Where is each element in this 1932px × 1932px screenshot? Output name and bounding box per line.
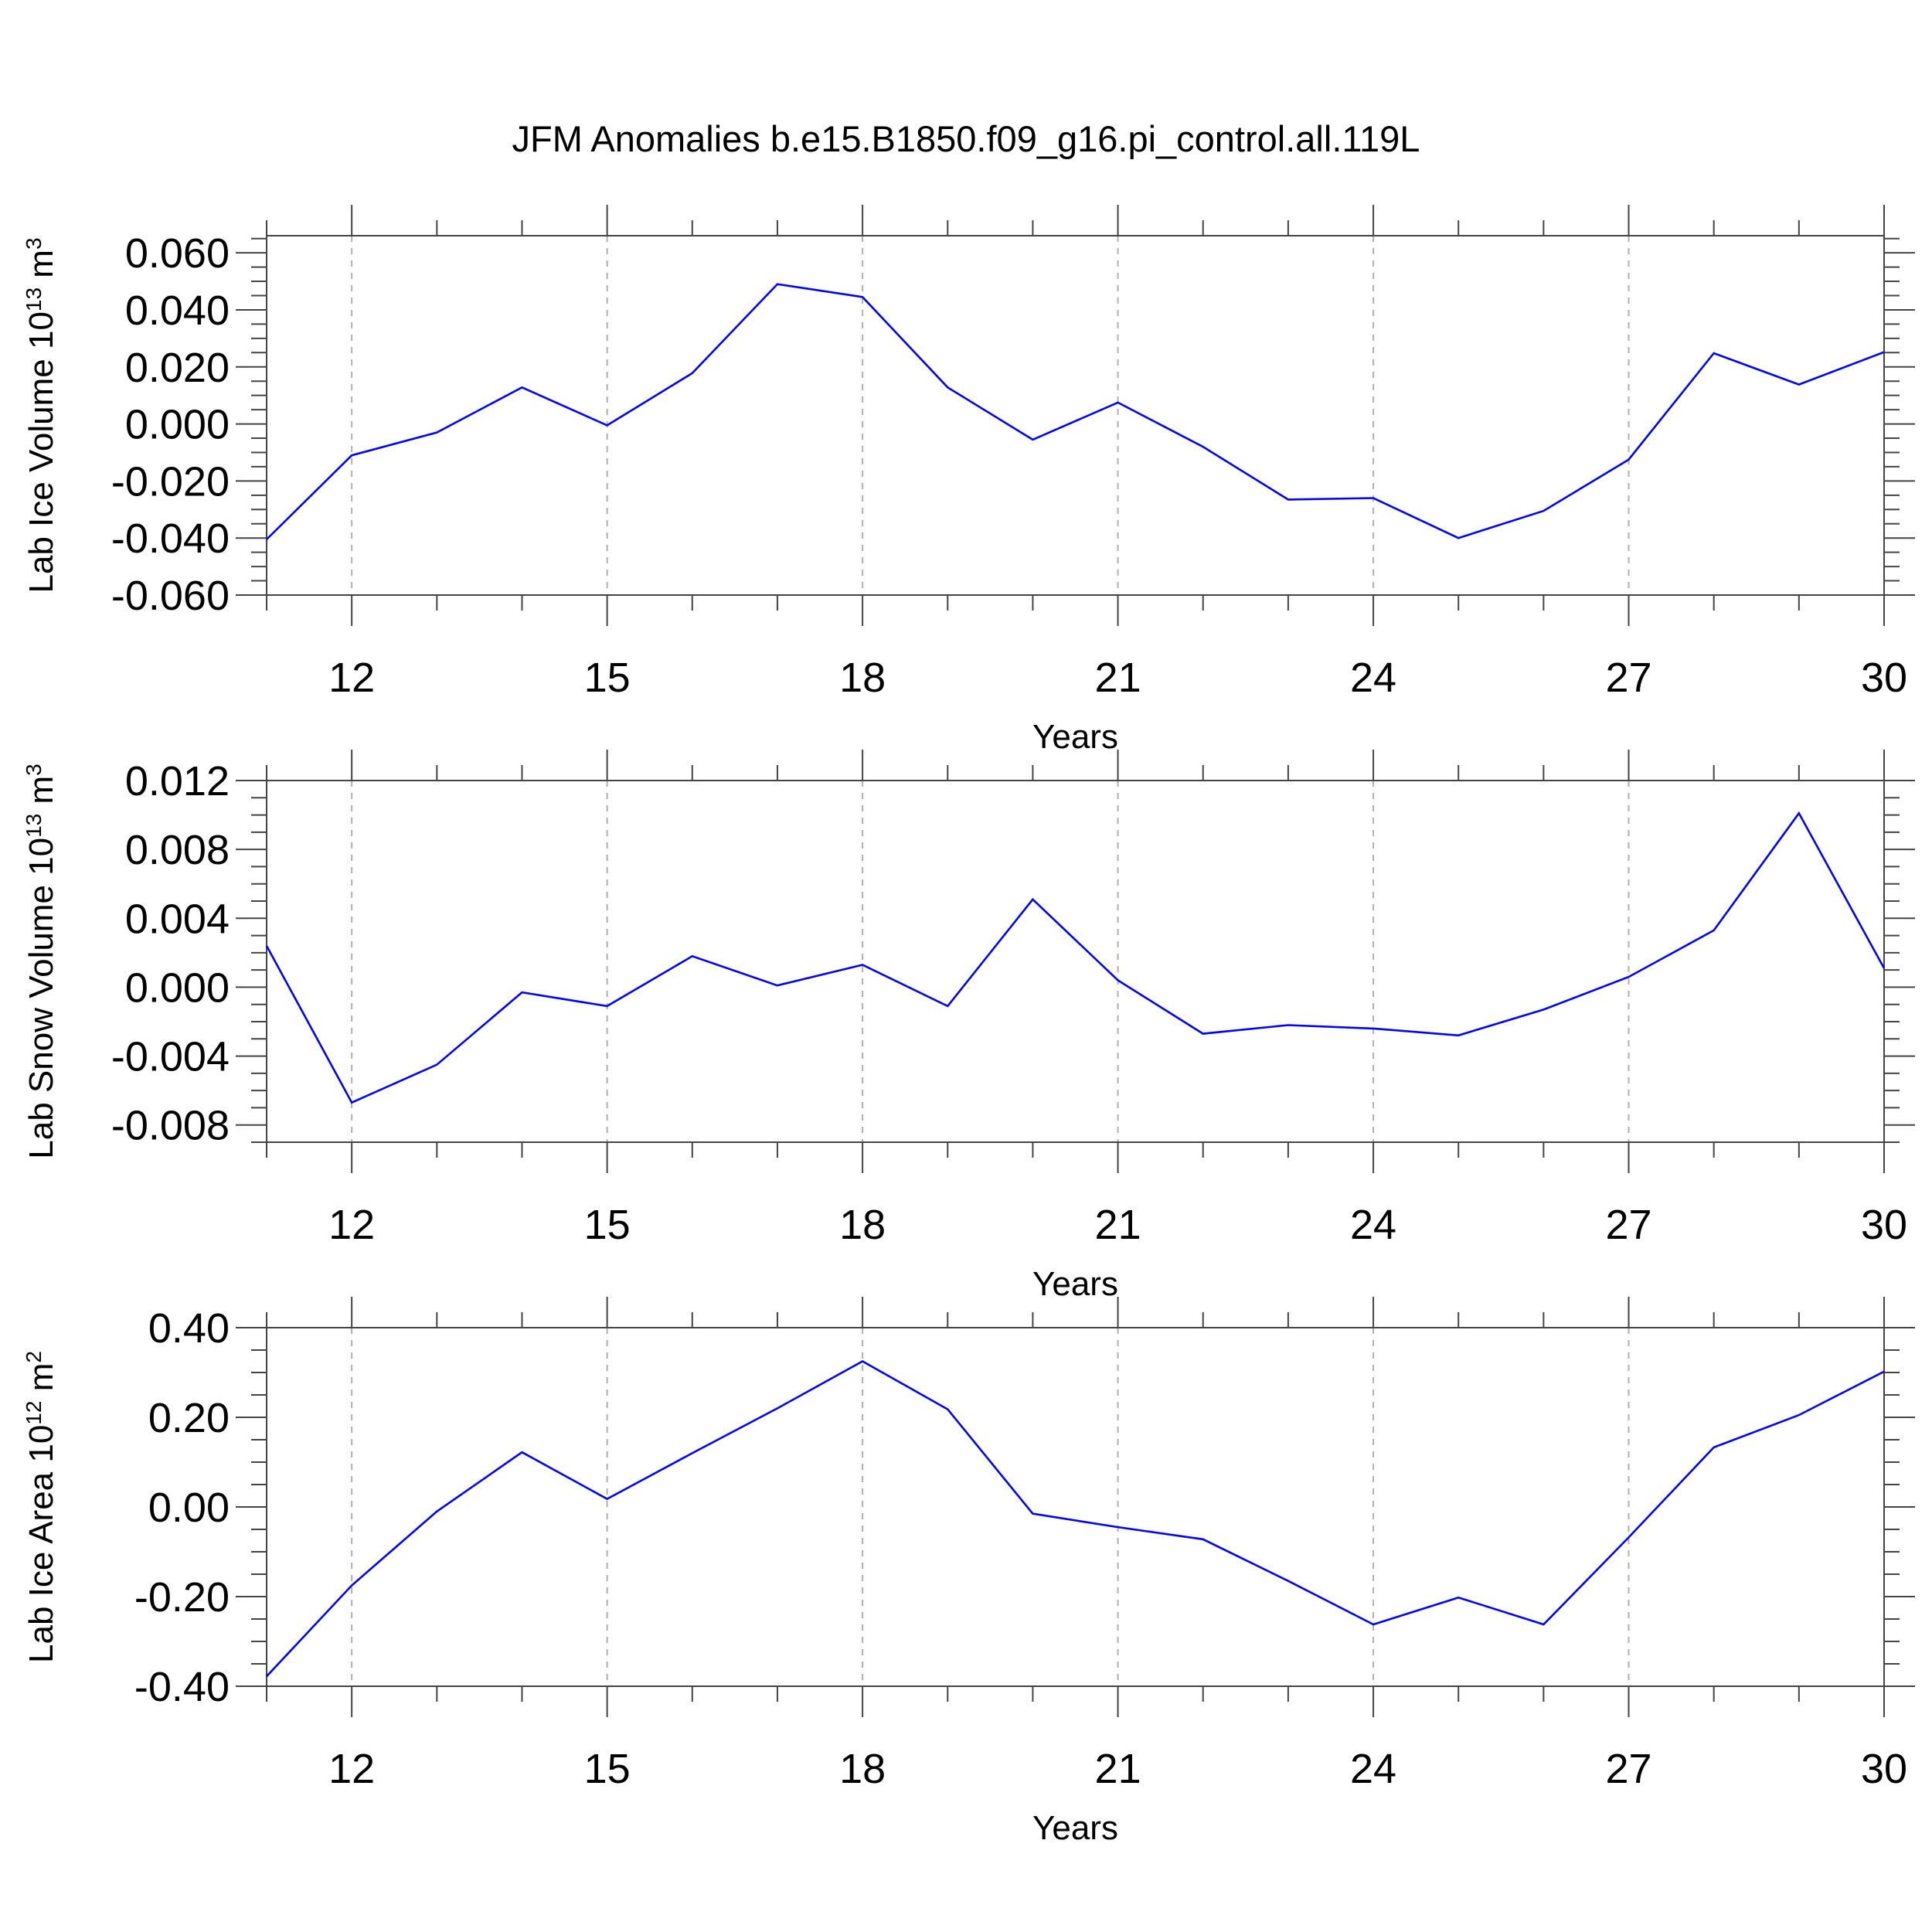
y-axis-label-text: m bbox=[22, 776, 60, 814]
y-axis-label: Lab Ice Area 1012 m2 bbox=[22, 1351, 61, 1663]
x-tick-label: 18 bbox=[839, 1202, 886, 1248]
y-tick-label: 0.00 bbox=[148, 1485, 230, 1531]
x-tick-label: 21 bbox=[1095, 1746, 1141, 1792]
x-tick-label: 24 bbox=[1350, 1746, 1396, 1792]
y-axis-label-text: m bbox=[22, 250, 60, 287]
y-tick-label: 0.004 bbox=[125, 896, 230, 942]
x-tick-label: 15 bbox=[584, 1202, 631, 1248]
y-axis-label-superscript: 3 bbox=[22, 237, 46, 250]
panels: -0.060 -0.040 -0.020 0.000 0.020 0.040 0.060 12… bbox=[22, 205, 1915, 1847]
y-tick-label: -0.004 bbox=[111, 1034, 230, 1080]
x-tick-label: 12 bbox=[328, 1746, 375, 1792]
x-tick-label: 27 bbox=[1605, 1746, 1651, 1792]
y-tick-label: 0.040 bbox=[125, 287, 230, 334]
x-tick-label: 18 bbox=[839, 1746, 886, 1792]
panel-2: -0.008 -0.004 0.000 0.004 0.008 0.012 12 15 18 21… bbox=[22, 750, 1915, 1303]
y-axis-label-superscript: 13 bbox=[22, 814, 46, 838]
x-tick-label: 30 bbox=[1861, 1746, 1907, 1792]
x-axis-label: Years bbox=[1032, 1265, 1118, 1303]
plot-frame bbox=[266, 780, 1885, 1143]
y-tick-label: 0.060 bbox=[125, 230, 230, 277]
y-tick-label: -0.060 bbox=[111, 573, 230, 619]
x-tick-label: 24 bbox=[1350, 655, 1396, 701]
plot-frame bbox=[266, 1327, 1885, 1687]
x-axis-label: Years bbox=[1032, 1809, 1118, 1847]
y-axis-label: Lab Ice Volume 1013 m3 bbox=[22, 237, 61, 593]
x-tick-label: 15 bbox=[584, 655, 631, 701]
y-tick-label: 0.20 bbox=[148, 1395, 230, 1441]
y-tick-label: -0.020 bbox=[111, 458, 230, 505]
panel-1: -0.060 -0.040 -0.020 0.000 0.020 0.040 0.060 12… bbox=[22, 205, 1915, 756]
y-tick-label: -0.008 bbox=[111, 1103, 230, 1149]
plot-frame bbox=[266, 235, 1885, 596]
series-line bbox=[266, 283, 1885, 540]
x-axis-label: Years bbox=[1032, 718, 1118, 756]
series-line bbox=[266, 1360, 1885, 1678]
y-axis-label-text: m bbox=[22, 1363, 60, 1401]
x-tick-label: 21 bbox=[1095, 655, 1141, 701]
y-axis-label-text: Lab Ice Volume 10 bbox=[22, 311, 60, 593]
y-axis-label-text: Lab Ice Area 10 bbox=[22, 1425, 60, 1663]
x-tick-label: 12 bbox=[328, 655, 375, 701]
x-tick-label: 30 bbox=[1861, 655, 1907, 701]
y-tick-label: 0.012 bbox=[125, 758, 230, 804]
chart-title: JFM Anomalies b.e15.B1850.f09_g16.pi_con… bbox=[512, 118, 1420, 159]
y-tick-label: 0.40 bbox=[148, 1305, 230, 1352]
x-tick-label: 27 bbox=[1605, 1202, 1651, 1248]
y-tick-label: 0.000 bbox=[125, 964, 230, 1011]
y-axis-label-superscript: 12 bbox=[22, 1401, 46, 1425]
series-line bbox=[265, 811, 1886, 1104]
y-tick-label: 0.020 bbox=[125, 345, 230, 391]
x-tick-label: 18 bbox=[839, 655, 886, 701]
y-tick-label: -0.040 bbox=[111, 515, 230, 562]
x-tick-label: 27 bbox=[1605, 655, 1651, 701]
y-axis-label-superscript: 3 bbox=[22, 764, 46, 776]
x-tick-label: 30 bbox=[1861, 1202, 1907, 1248]
x-tick-label: 12 bbox=[328, 1202, 375, 1248]
y-tick-label: -0.20 bbox=[134, 1574, 230, 1621]
y-axis-label-superscript: 2 bbox=[22, 1351, 46, 1363]
y-axis-label-superscript: 13 bbox=[22, 287, 46, 311]
x-tick-label: 24 bbox=[1350, 1202, 1396, 1248]
y-tick-label: 0.000 bbox=[125, 402, 230, 448]
y-axis-label-text: Lab Snow Volume 10 bbox=[22, 838, 60, 1159]
x-tick-label: 15 bbox=[584, 1746, 631, 1792]
y-axis-label: Lab Snow Volume 1013 m3 bbox=[22, 764, 61, 1158]
y-tick-label: 0.008 bbox=[125, 827, 230, 873]
panel-3: -0.40 -0.20 0.00 0.20 0.40 12 15 18 21 24 27 30 Year… bbox=[22, 1297, 1915, 1847]
y-tick-label: -0.40 bbox=[134, 1664, 230, 1710]
x-tick-label: 21 bbox=[1095, 1202, 1141, 1248]
